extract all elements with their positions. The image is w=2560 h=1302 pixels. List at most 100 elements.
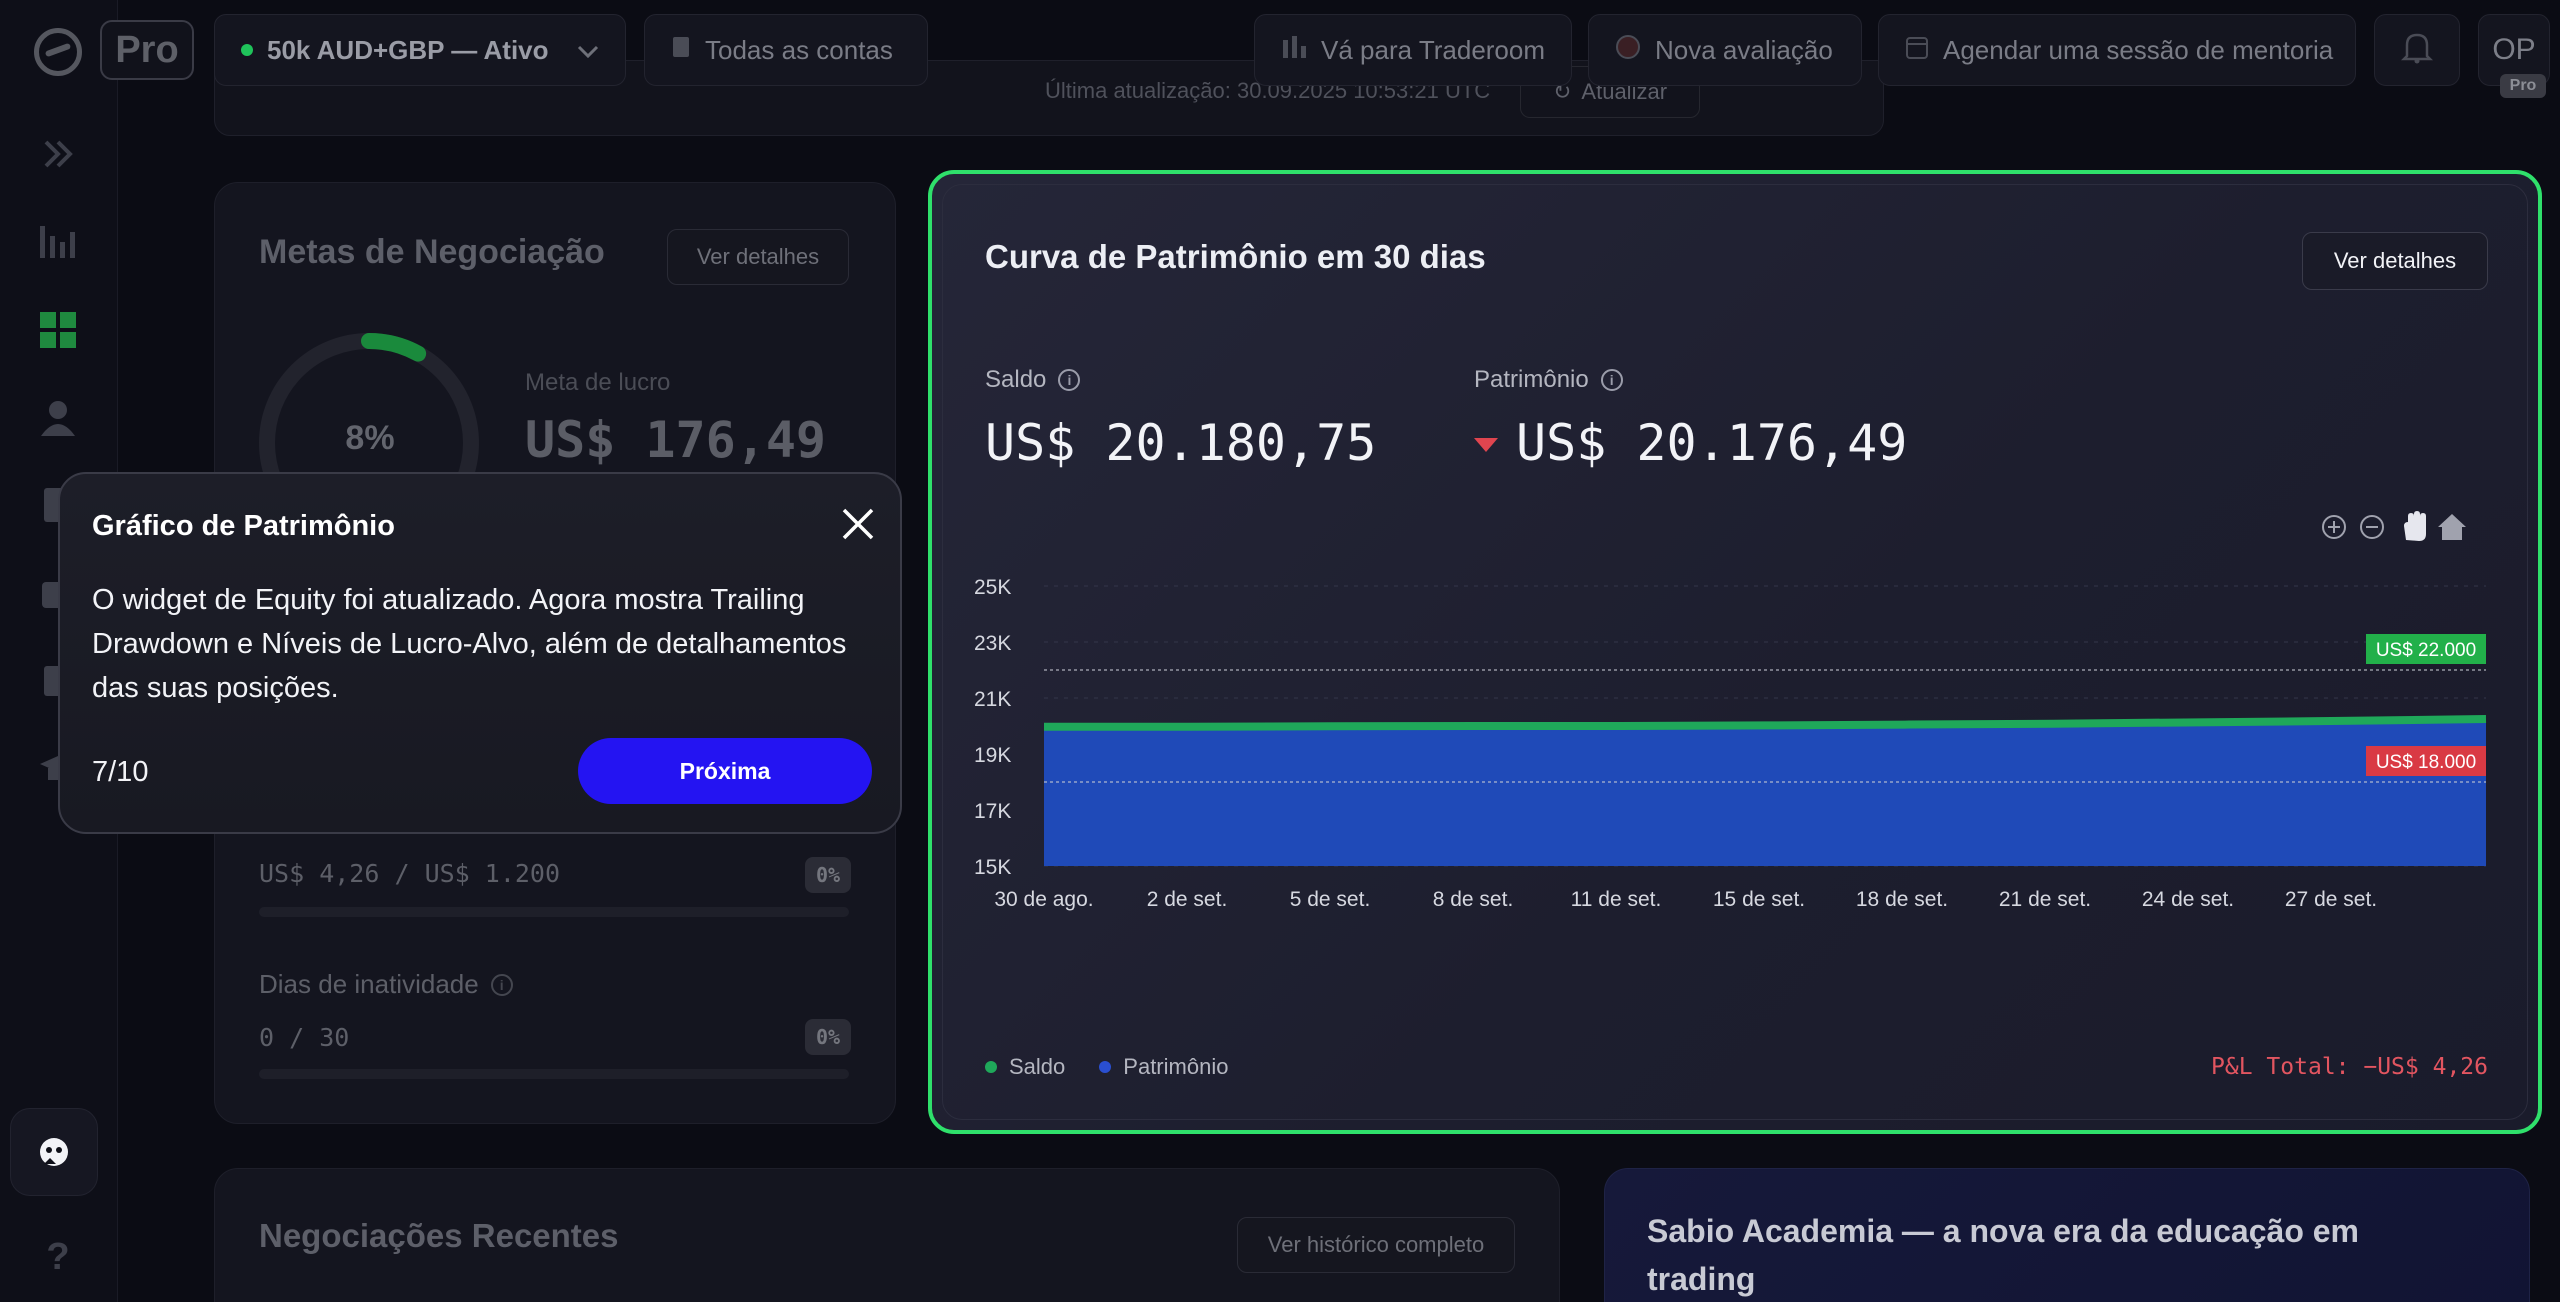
info-icon[interactable]: i [1058,369,1081,391]
balance-value: US$ 20.180,75 [985,414,1377,472]
equity-card-inner [942,184,2528,1120]
tour-tooltip: Gráfico de Patrimônio O widget de Equity… [58,472,902,834]
equity-title: Curva de Patrimônio em 30 dias [985,238,1486,275]
chevron-down-icon [577,35,599,66]
chart-toolbar [2322,511,2466,541]
x-tick-label: 27 de set. [2285,888,2377,911]
x-tick-label: 5 de set. [1290,888,1371,911]
profit-target-label: Meta de lucro [525,369,671,396]
x-tick-label: 30 de ago. [994,888,1093,911]
traderoom-icon [1281,34,1307,67]
profit-target-value: US$ 176,49 [525,411,827,469]
tour-next-button[interactable]: Próxima [578,738,872,804]
close-icon[interactable] [838,504,878,544]
bell-icon [2400,30,2434,71]
level-badge [2366,634,2486,664]
calendar-icon [1905,34,1929,67]
home-icon[interactable] [2438,514,2466,540]
level-label: US$ 22.000 [2376,640,2476,661]
mentoring-button[interactable]: Agendar uma sessão de mentoria [1878,14,2356,86]
pan-hand-icon[interactable] [2404,511,2426,541]
pro-badge: Pro [100,20,194,80]
legend-equity-label: Patrimônio [1123,1054,1229,1079]
x-tick-label: 11 de set. [1571,888,1662,911]
recent-trades-title: Negociações Recentes [259,1217,619,1254]
y-tick-label: 25K [974,576,1011,599]
loss-limit-pct: 0% [805,857,851,893]
expand-sidebar-icon[interactable] [38,134,78,174]
inactivity-pct: 0% [805,1019,851,1055]
user-icon[interactable] [38,398,78,438]
equity-chart[interactable]: 25K 23K 21K 19K 17K 15K 30 de ago. 2 de set. 5 d… [972,564,2502,954]
info-icon[interactable]: i [490,973,513,996]
avatar-pro-badge: Pro [2500,74,2546,98]
traderoom-label: Vá para Traderoom [1321,34,1546,65]
account-label: 50k AUD+GBP — Ativo [267,34,549,65]
evaluation-icon [1615,34,1641,67]
tour-body: O widget de Equity foi atualizado. Agora… [92,584,847,704]
x-tick-label: 8 de set. [1433,888,1514,911]
legend-balance-label: Saldo [1009,1054,1066,1079]
equity-value: US$ 20.176,49 [1516,414,1908,472]
loss-limit-bar [259,907,849,917]
equity-area [1044,721,2486,866]
chat-bot-icon [40,1138,68,1166]
level-badge [2366,746,2486,776]
chart-legend: Saldo Patrimônio [985,1054,1228,1080]
y-tick-label: 15K [974,856,1011,879]
inactivity-row: Dias de inatividade i [259,969,513,1000]
equity-curve-card: Curva de Patrimônio em 30 dias Ver detal… [928,170,2542,1134]
y-tick-label: 23K [974,632,1011,655]
new-evaluation-label: Nova avaliação [1655,34,1833,65]
goals-details-button[interactable]: Ver detalhes [667,229,849,285]
down-arrow-icon [1474,438,1498,452]
balance-line [1044,714,2487,731]
goals-title: Metas de Negociação [259,233,605,271]
legend-balance[interactable]: Saldo [985,1054,1065,1080]
y-tick-label: 17K [974,800,1011,823]
total-pnl: P&L Total: −US$ 4,26 [2211,1054,2488,1080]
progress-arc-fill [361,333,427,362]
support-chat-button[interactable] [10,1108,98,1196]
chart-icon[interactable] [38,222,78,262]
help-icon[interactable]: ? [46,1236,70,1278]
x-tick-label: 18 de set. [1856,888,1948,911]
info-icon[interactable]: i [1600,369,1623,391]
new-evaluation-button[interactable]: Nova avaliação [1588,14,1862,86]
dashboard-icon[interactable] [38,310,78,350]
level-label: US$ 18.000 [2376,752,2476,773]
profit-progress-pct: 8% [345,419,395,457]
y-tick-label: 21K [974,688,1011,711]
legend-dot-equity [1099,1061,1112,1073]
x-tick-label: 2 de set. [1147,888,1228,911]
equity-details-button[interactable]: Ver detalhes [2302,232,2488,290]
loss-limit-value: US$ 4,26 / US$ 1.200 [259,859,561,888]
traderoom-button[interactable]: Vá para Traderoom [1254,14,1572,86]
full-history-button[interactable]: Ver histórico completo [1237,1217,1515,1273]
notifications-button[interactable] [2374,14,2460,86]
inactivity-value: 0 / 30 [259,1023,350,1052]
legend-equity[interactable]: Patrimônio [1099,1054,1228,1080]
all-accounts-button[interactable]: Todas as contas [644,14,928,86]
account-selector[interactable]: 50k AUD+GBP — Ativo [214,14,626,86]
recent-trades-card: Negociações Recentes Ver histórico compl… [214,1168,1560,1302]
tour-step-counter: 7/10 [92,756,149,788]
academy-card[interactable]: Sabio Academia — a nova era da educação … [1604,1168,2530,1302]
balance-label: Saldo [985,366,1047,393]
tour-title: Gráfico de Patrimônio [92,510,395,542]
equity-label: Patrimônio [1474,366,1589,393]
inactivity-bar [259,1069,849,1079]
y-tick-label: 19K [974,744,1011,767]
academy-title: Sabio Academia — a nova era da educação … [1647,1213,2359,1297]
zoom-out-icon[interactable] [2360,515,2384,539]
x-tick-label: 24 de set. [2142,888,2234,911]
status-dot [241,44,253,56]
x-tick-label: 21 de set. [1999,888,2091,911]
zoom-in-icon[interactable] [2322,515,2346,539]
inactivity-label: Dias de inatividade [259,969,479,999]
legend-dot-balance [985,1061,997,1073]
all-accounts-label: Todas as contas [705,34,893,65]
mentoring-label: Agendar uma sessão de mentoria [1943,34,2334,65]
brand-logo-icon[interactable] [34,28,82,76]
accounts-icon [671,35,691,66]
